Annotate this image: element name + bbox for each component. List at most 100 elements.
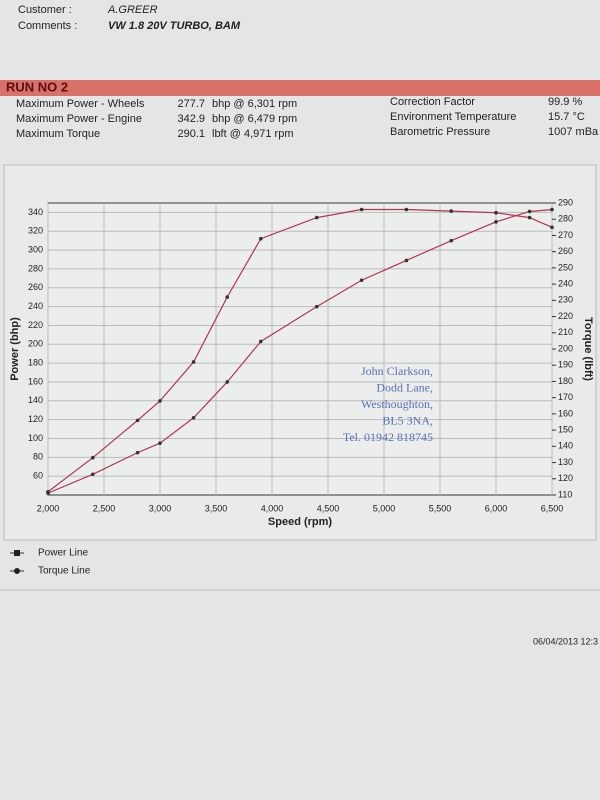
x-axis-label: Speed (rpm)	[268, 516, 333, 528]
stat-value: 342.9	[177, 113, 205, 125]
y2-tick-label: 140	[558, 441, 573, 451]
x-tick-label: 2,000	[37, 503, 60, 513]
point	[158, 399, 162, 403]
y2-tick-label: 250	[558, 262, 573, 272]
series-line	[47, 208, 553, 494]
point	[46, 489, 50, 494]
date: 06/04/2013 12:3	[533, 636, 598, 646]
customer-label: Customer :	[18, 4, 72, 16]
x-tick-label: 6,000	[485, 503, 508, 513]
x-tick-label: 2,500	[93, 503, 116, 513]
stat-label: Maximum Power - Wheels	[16, 98, 145, 110]
stat-label: Maximum Power - Engine	[16, 113, 142, 125]
y-tick-label: 100	[28, 433, 43, 443]
y2-tick-label: 210	[558, 327, 573, 337]
point	[527, 215, 532, 220]
point	[91, 455, 95, 460]
y2-tick-label: 120	[558, 473, 573, 483]
customer: A.GREER	[107, 4, 158, 16]
y-tick-label: 340	[28, 207, 43, 217]
stat-value: 290.1	[177, 128, 205, 140]
point	[494, 210, 498, 215]
x-tick-label: 4,500	[317, 503, 340, 513]
stat-value: 15.7 °C	[548, 111, 585, 123]
legend-label: Power Line	[38, 548, 88, 559]
point	[225, 380, 229, 384]
y-tick-label: 140	[28, 395, 43, 405]
point	[259, 339, 263, 344]
y-tick-label: 200	[28, 339, 43, 349]
y-axis-label: Power (bhp)	[9, 317, 21, 381]
x-tick-label: 4,000	[261, 503, 284, 513]
y-tick-label: 280	[28, 263, 43, 273]
x-tick-label: 3,000	[149, 503, 172, 513]
point	[91, 472, 95, 477]
legend-label: Torque Line	[38, 566, 91, 577]
y-tick-label: 80	[33, 452, 43, 462]
y2-tick-label: 110	[558, 489, 572, 499]
stat-label: Correction Factor	[390, 96, 475, 108]
run-title: RUN NO 2	[6, 79, 68, 94]
y2-tick-label: 130	[558, 457, 573, 467]
x-tick-label: 5,500	[429, 503, 452, 513]
comments: VW 1.8 20V TURBO, BAM	[108, 20, 241, 32]
stat-value: 277.7	[177, 98, 205, 110]
series-line	[47, 208, 553, 493]
stat-unit: bhp @ 6,479 rpm	[212, 113, 297, 125]
stat-value: 99.9 %	[548, 96, 582, 108]
point	[315, 215, 319, 220]
stat-label: Environment Temperature	[390, 111, 516, 123]
y-tick-label: 260	[28, 282, 43, 292]
point	[135, 450, 140, 455]
stamp-line: John Clarkson,	[361, 364, 433, 378]
point	[494, 220, 498, 224]
point	[404, 207, 409, 212]
stamp-line: Tel. 01942 818745	[343, 430, 433, 444]
y2-tick-label: 160	[558, 408, 573, 418]
y-tick-label: 160	[28, 376, 43, 386]
x-tick-label: 5,000	[373, 503, 396, 513]
point	[135, 418, 140, 423]
stamp-line: BL5 3NA,	[382, 413, 433, 427]
legend-marker	[14, 550, 20, 556]
x-tick-label: 6,500	[541, 503, 564, 513]
y-tick-label: 220	[28, 320, 43, 330]
y2-tick-label: 150	[558, 424, 573, 434]
y-tick-label: 320	[28, 226, 43, 236]
comments-label: Comments :	[18, 20, 77, 32]
point	[225, 295, 229, 299]
stamp-line: Westhoughton,	[361, 397, 433, 411]
legend-marker	[14, 568, 20, 574]
chart: 2,000 2,500 3,000 3,500 4,000 4,500 5,000 5,500…	[9, 197, 594, 528]
point	[449, 209, 454, 213]
stat-unit: lbft @ 4,971 rpm	[212, 128, 293, 140]
point	[158, 441, 162, 445]
y2-tick-label: 260	[558, 246, 573, 256]
y2-tick-label: 270	[558, 230, 573, 240]
y2-tick-label: 280	[558, 214, 573, 224]
point	[527, 209, 532, 214]
point	[550, 207, 554, 212]
y2-tick-label: 220	[558, 311, 573, 321]
y-tick-label: 120	[28, 414, 43, 424]
y2-tick-label: 240	[558, 278, 573, 288]
y2-tick-label: 190	[558, 360, 573, 370]
y-tick-label: 240	[28, 301, 43, 311]
y2-tick-label: 290	[558, 197, 573, 207]
point	[404, 258, 409, 263]
y2-tick-label: 170	[558, 392, 573, 402]
point	[359, 207, 364, 212]
point	[315, 304, 319, 309]
point	[259, 236, 263, 241]
point	[191, 415, 196, 420]
point	[359, 278, 364, 283]
stamp-line: Dodd Lane,	[376, 380, 433, 394]
stat-value: 1007 mBa	[548, 126, 599, 138]
plot-area	[47, 202, 553, 496]
stamp: John Clarkson, Dodd Lane, Westhoughton, BL5…	[343, 364, 433, 444]
y2-tick-label: 200	[558, 343, 573, 353]
y-tick-label: 300	[28, 244, 43, 254]
y2-tick-label: 230	[558, 295, 573, 305]
y-tick-label: 180	[28, 358, 43, 368]
